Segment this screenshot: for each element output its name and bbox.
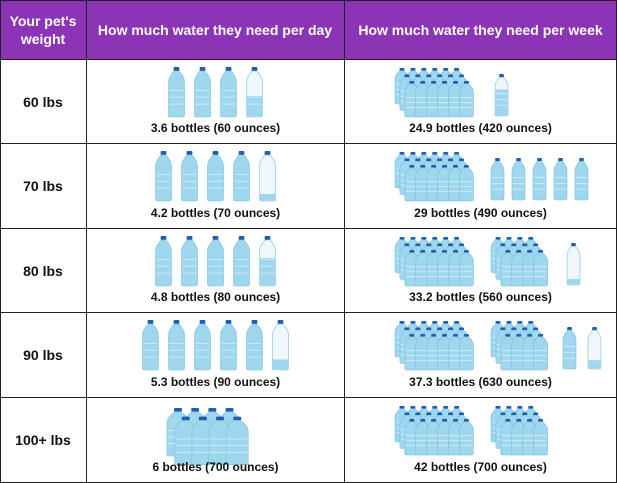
grid-line (86, 0, 87, 483)
per-day-bottles (166, 408, 249, 465)
per-week-caption: 42 bottles (700 ounces) (414, 460, 547, 474)
per-day-caption: 4.8 bottles (80 ounces) (150, 290, 281, 304)
weight-cell: 90 lbs (23, 347, 63, 363)
bottle-icon (194, 67, 211, 118)
bottle-icon (533, 333, 548, 371)
bottle-icon (553, 158, 568, 201)
bottle-icon (207, 236, 224, 287)
bottle-pack-icon (490, 237, 548, 287)
per-week-bottles (394, 152, 589, 202)
bottle-icon (459, 80, 474, 118)
weight-cell: 70 lbs (23, 178, 63, 194)
bottle-icon (574, 158, 589, 201)
bottle-icon (181, 236, 198, 287)
table-row: 100+ lbs 6 bottles (700 ounces) 42 bottles… (0, 398, 617, 482)
bottle-icon (207, 151, 224, 202)
per-week-caption: 29 bottles (490 ounces) (414, 206, 547, 220)
bottle-icon (168, 320, 185, 371)
grid-line (0, 59, 617, 60)
bottle-icon (459, 418, 474, 456)
bottle-icon (459, 333, 474, 371)
bottle-pack-icon (490, 321, 548, 371)
bottle-icon (533, 249, 548, 287)
header-per-week: How much water they need per week (358, 22, 603, 38)
bottle-icon (533, 418, 548, 456)
bottle-pack-icon (394, 152, 474, 202)
bottle-icon (587, 327, 602, 370)
weight-cell: 60 lbs (23, 93, 63, 110)
bottle-pack-icon (394, 237, 474, 287)
bottle-pack-icon (490, 406, 548, 456)
grid-line (0, 312, 617, 313)
per-day-caption: 3.6 bottles (60 ounces) (150, 121, 281, 135)
per-day-bottles (142, 320, 289, 371)
bottle-icon (220, 67, 237, 118)
grid-line (344, 0, 345, 483)
bottle-icon (272, 320, 289, 371)
weight-cell: 100+ lbs (15, 432, 71, 448)
grid-line (0, 397, 617, 398)
bottle-icon (566, 243, 581, 286)
bottle-icon (562, 327, 577, 370)
table-row: 60 lbs 3.6 bottles (60 ounces) 24.9 bottle… (0, 60, 617, 143)
per-day-caption: 5.3 bottles (90 ounces) (150, 375, 281, 389)
weight-cell: 80 lbs (23, 262, 63, 279)
bottle-icon (494, 74, 509, 117)
per-day-bottles (155, 151, 276, 202)
per-week-bottles (394, 68, 509, 118)
grid-line (0, 228, 617, 229)
bottle-pack-icon (394, 406, 474, 456)
per-day-caption: 6 bottles (700 ounces) (152, 460, 279, 474)
bottle-icon (233, 236, 250, 287)
header-per-day: How much water they need per day (97, 22, 333, 38)
bottle-icon (168, 67, 185, 118)
table-row: 90 lbs 5.3 bottles (90 ounces) 37.3 bottle… (0, 313, 617, 397)
bottle-icon (246, 320, 263, 371)
per-week-bottles (394, 237, 581, 287)
per-day-caption: 4.2 bottles (70 ounces) (150, 206, 281, 220)
per-week-caption: 33.2 bottles (560 ounces) (409, 290, 552, 304)
per-week-bottles (394, 321, 602, 371)
bottle-icon (233, 151, 250, 202)
bottle-icon (181, 151, 198, 202)
bottle-icon (459, 164, 474, 202)
per-day-bottles (168, 67, 263, 118)
table-row: 70 lbs 4.2 bottles (70 ounces) 29 bottles … (0, 144, 617, 228)
bottle-icon (191, 416, 215, 465)
bottle-icon (259, 151, 276, 202)
bottle-icon (459, 249, 474, 287)
table-row: 80 lbs 4.8 bottles (80 ounces) 33.2 bottle… (0, 229, 617, 312)
per-week-bottles (394, 406, 548, 456)
bottle-pack-icon (394, 68, 474, 118)
header-weight: Your pet's weight (9, 13, 77, 47)
bottle-icon (259, 236, 276, 287)
bottle-pack-icon (394, 321, 474, 371)
grid-line (0, 143, 617, 144)
bottle-icon (511, 158, 526, 201)
bottle-icon (155, 236, 172, 287)
grid-line (0, 0, 617, 1)
bottle-icon (532, 158, 547, 201)
bottle-icon (155, 151, 172, 202)
grid-line (0, 0, 1, 483)
bottle-icon (220, 320, 237, 371)
bottle-pack-icon (166, 408, 249, 465)
bottle-icon (194, 320, 211, 371)
per-day-bottles (155, 236, 276, 287)
table-header: Your pet's weight How much water they ne… (0, 0, 617, 60)
bottle-icon (246, 67, 263, 118)
per-week-caption: 24.9 bottles (420 ounces) (409, 121, 552, 135)
bottle-icon (142, 320, 159, 371)
bottle-icon (490, 158, 505, 201)
per-week-caption: 37.3 bottles (630 ounces) (409, 375, 552, 389)
bottle-icon (225, 416, 249, 465)
